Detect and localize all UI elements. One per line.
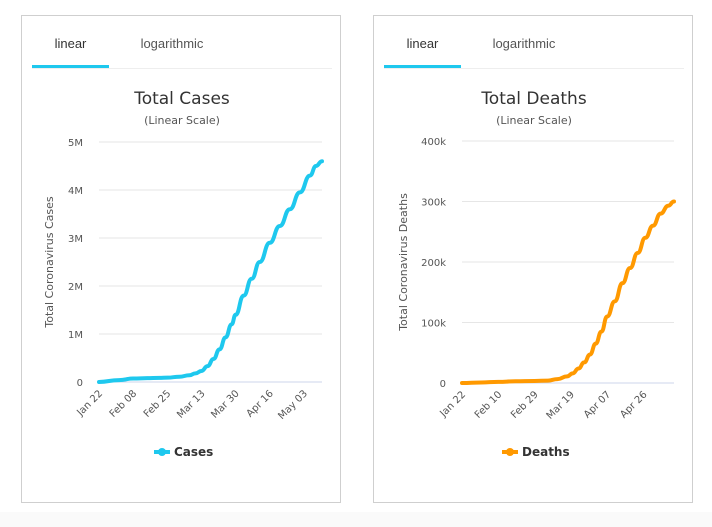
y-tick-label: 200k: [421, 258, 446, 269]
tab-linear[interactable]: linear: [406, 36, 439, 51]
chart-title: Total Cases: [133, 89, 230, 109]
x-tick-label: Jan 22: [437, 389, 468, 420]
y-axis-label: Total Coronavirus Deaths: [397, 193, 410, 332]
cases-chart: Total Cases (Linear Scale) 0 1M 2M 3M 4M 5M Tota…: [43, 89, 324, 459]
scale-tabs: linear logarithmic: [32, 16, 332, 69]
x-tick-label: May 03: [276, 388, 310, 422]
active-tab-indicator: [384, 65, 461, 68]
tab-logarithmic[interactable]: logarithmic: [492, 36, 556, 51]
y-tick-label: 100k: [421, 319, 446, 330]
legend-marker-symbol: [158, 448, 166, 456]
x-tick-label: Feb 29: [509, 389, 541, 421]
y-tick-label: 5M: [68, 138, 83, 149]
y-tick-label: 400k: [421, 137, 446, 148]
y-tick-label: 2M: [68, 282, 83, 293]
x-tick-label: Mar 19: [545, 389, 577, 421]
scale-tabs: linear logarithmic: [384, 16, 684, 69]
legend-marker-symbol: [506, 448, 514, 456]
active-tab-indicator: [32, 65, 109, 68]
tab-logarithmic[interactable]: logarithmic: [140, 36, 204, 51]
x-tick-label: Apr 16: [245, 388, 276, 419]
x-tick-label: Feb 10: [473, 389, 505, 421]
x-tick-label: Mar 13: [175, 388, 207, 420]
y-tick-label: 1M: [68, 330, 83, 341]
x-tick-label: Feb 08: [108, 388, 140, 420]
tab-linear[interactable]: linear: [54, 36, 87, 51]
series-line-deaths[interactable]: [460, 199, 676, 385]
y-tick-label: 3M: [68, 234, 83, 245]
legend-label: Deaths: [522, 445, 570, 459]
y-axis-label: Total Coronavirus Cases: [43, 196, 56, 329]
chart-title: Total Deaths: [480, 89, 587, 109]
chart-subtitle: (Linear Scale): [144, 114, 220, 127]
x-tick-label: Feb 25: [142, 388, 174, 420]
series-line-cases[interactable]: [97, 159, 324, 384]
chart-subtitle: (Linear Scale): [496, 114, 572, 127]
page-footer-strip: [0, 512, 712, 527]
y-tick-label: 4M: [68, 186, 83, 197]
x-tick-label: Mar 30: [209, 388, 241, 420]
legend-item-cases[interactable]: Cases: [154, 445, 213, 459]
x-tick-label: Apr 07: [582, 389, 613, 420]
legend-item-deaths[interactable]: Deaths: [502, 445, 570, 459]
x-tick-label: Jan 22: [74, 388, 105, 419]
deaths-chart: Total Deaths (Linear Scale) 0 100k 200k 300k 4…: [397, 89, 676, 459]
y-tick-label: 0: [440, 379, 446, 390]
x-tick-label: Apr 26: [618, 389, 649, 420]
cases-chart-panel: linear logarithmic Total Cases (Linear Sc…: [21, 15, 341, 503]
deaths-chart-panel: linear logarithmic Total Deaths (Linear S…: [373, 15, 693, 503]
legend-label: Cases: [174, 445, 213, 459]
y-tick-label: 0: [77, 378, 83, 389]
y-tick-label: 300k: [421, 198, 446, 209]
